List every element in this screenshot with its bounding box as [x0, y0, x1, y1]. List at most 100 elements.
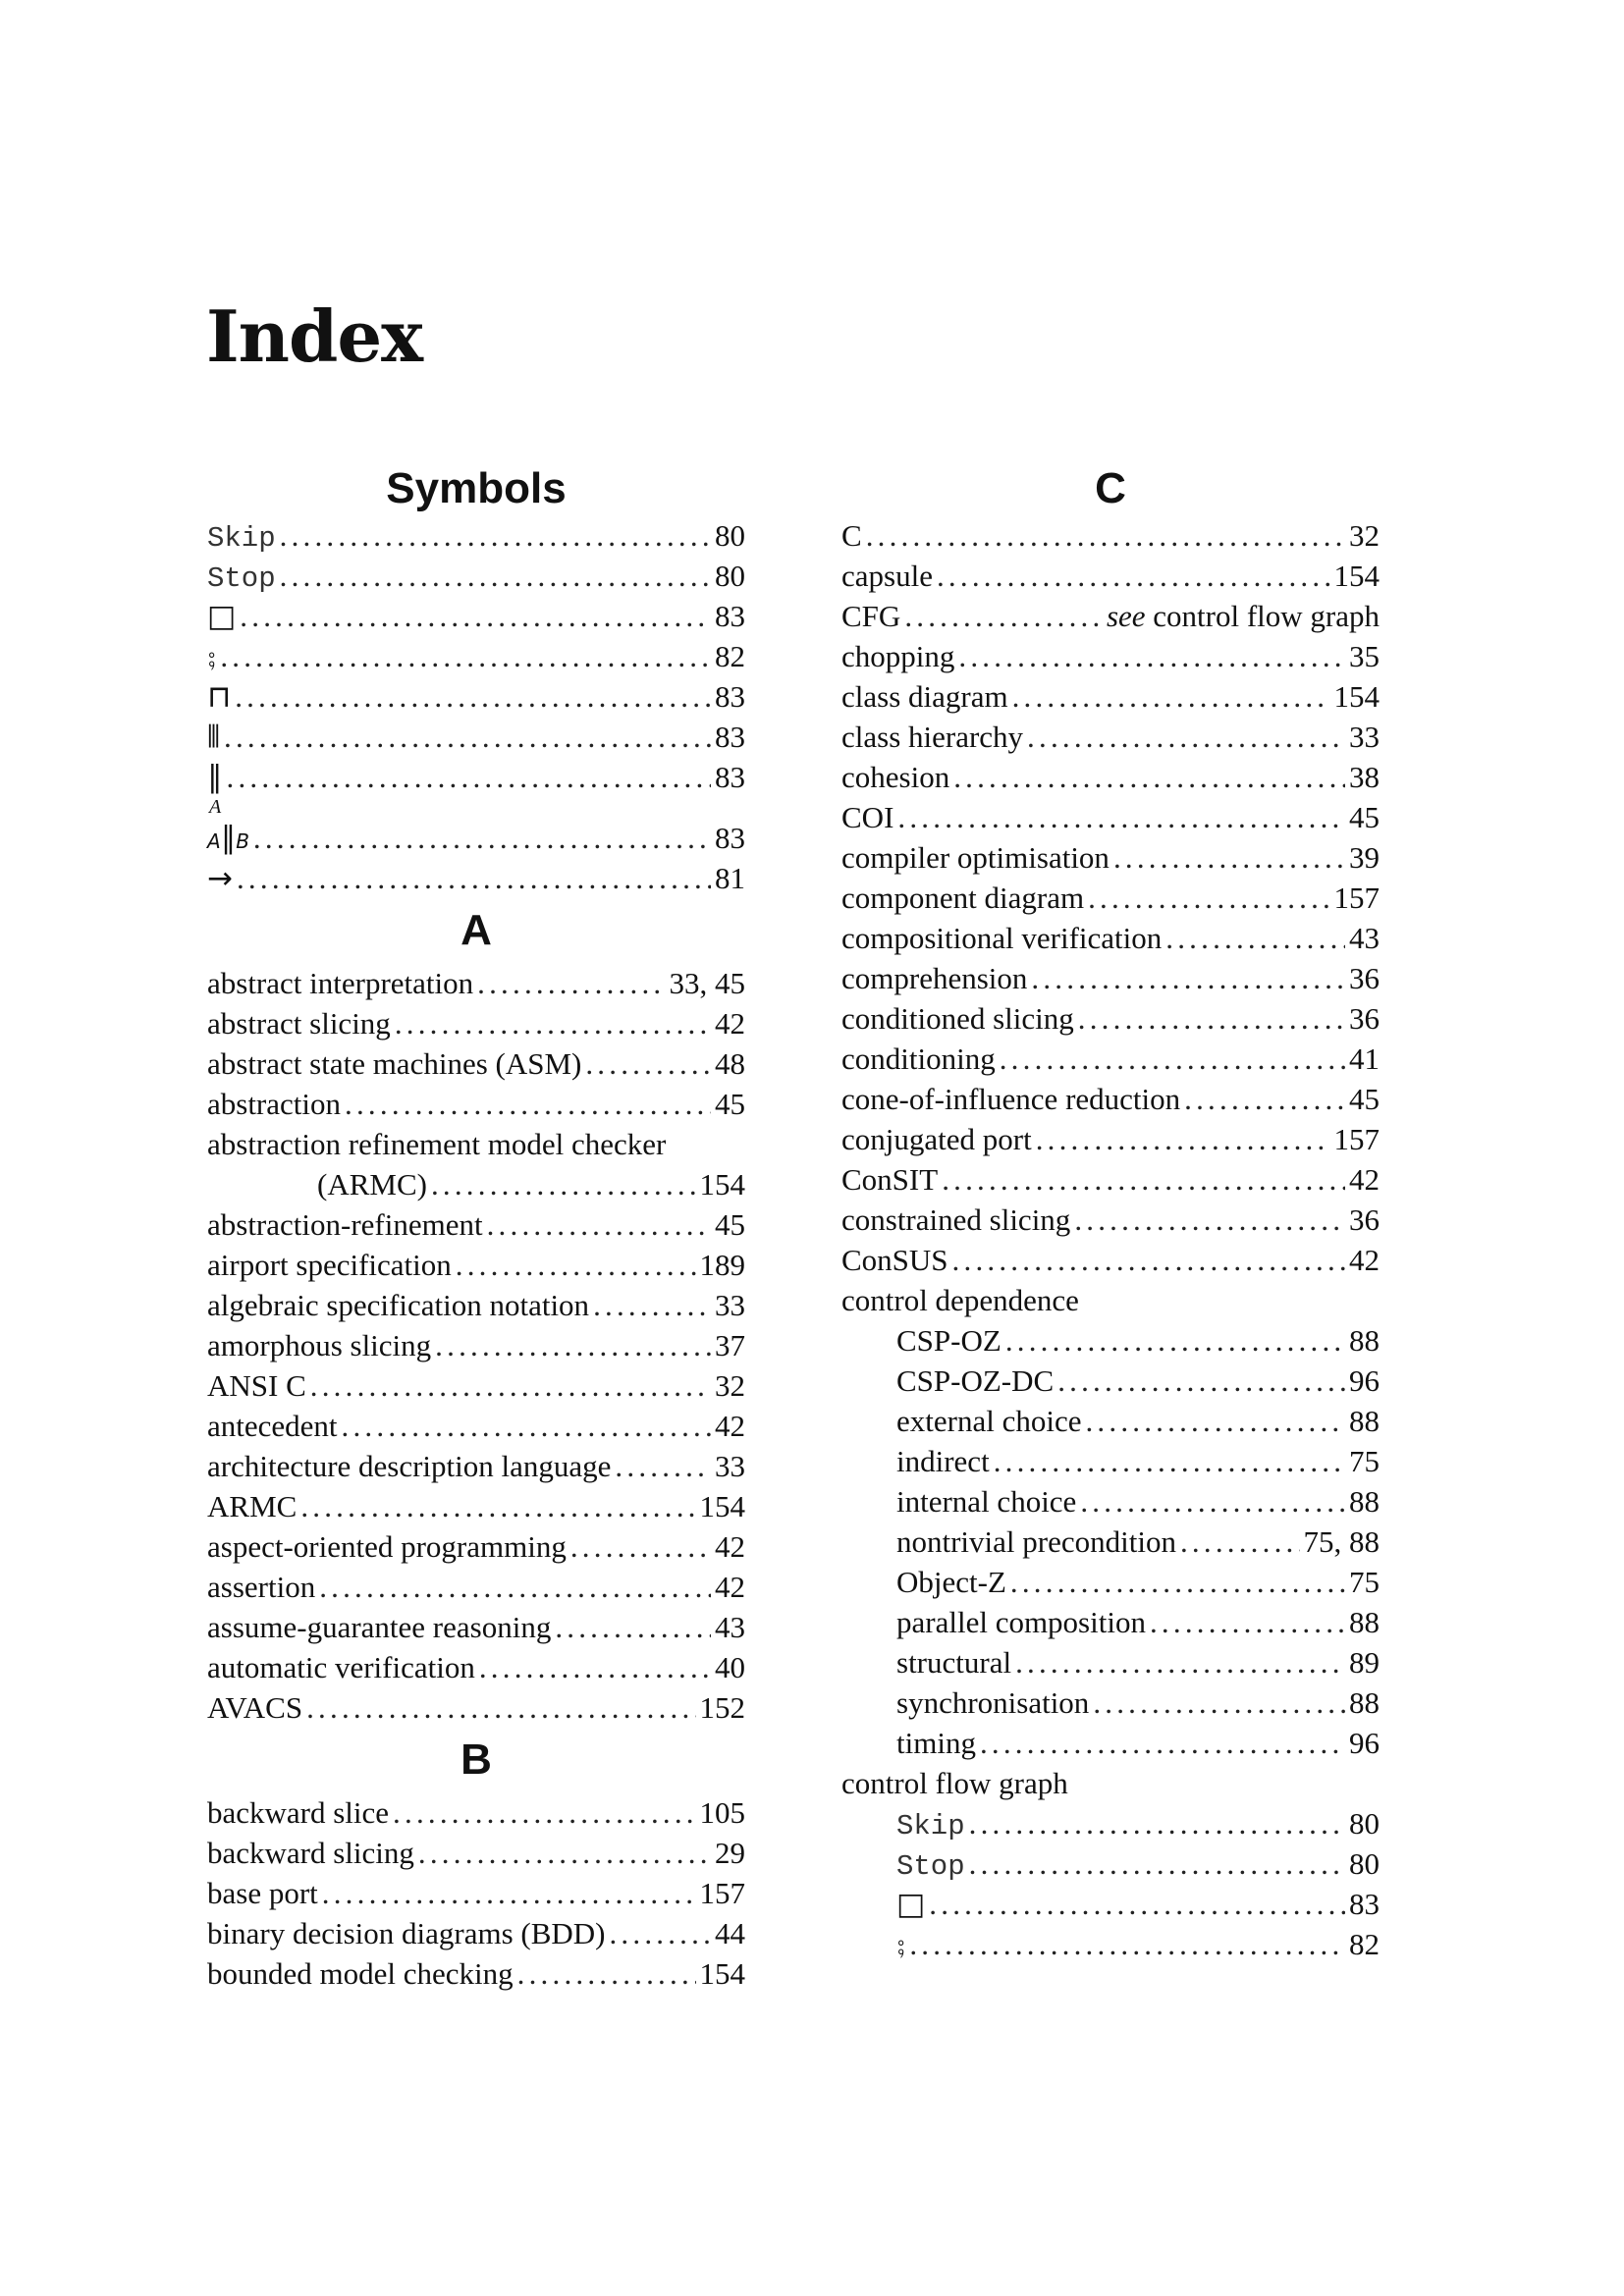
index-entry-skip: Skip 80: [207, 515, 745, 556]
dot-leader: [1027, 717, 1345, 757]
index-entry-constrained-slicing: constrained slicing 36: [841, 1200, 1380, 1240]
index-entry-object-z: Object-Z 75: [841, 1562, 1380, 1602]
section-heading: A: [460, 906, 492, 954]
dot-leader: [456, 1245, 696, 1285]
entry-term: conditioning: [841, 1041, 996, 1076]
entry-term: constrained slicing: [841, 1202, 1071, 1237]
entry-page: 152: [699, 1690, 746, 1725]
entry-page: 43: [1349, 921, 1380, 955]
entry-term: algebraic specification notation: [207, 1288, 590, 1322]
dot-leader: [342, 1406, 711, 1446]
entry-term-parallel-ab: A∥B: [207, 819, 249, 861]
entry-page: 80: [715, 559, 745, 593]
index-entry-external-choice: external choice 88: [841, 1401, 1380, 1441]
dot-leader: [1078, 998, 1345, 1039]
entry-term: →: [207, 861, 233, 896]
entry-page: 154: [699, 1489, 746, 1523]
entry-page: 44: [715, 1916, 745, 1950]
entry-term: conditioned slicing: [841, 1001, 1074, 1036]
entry-term: compositional verification: [841, 921, 1163, 955]
entry-term: abstract interpretation: [207, 966, 474, 1000]
entry-page: 154: [699, 1167, 746, 1201]
entry-term: abstraction refinement model checker: [207, 1127, 667, 1161]
entry-term: base port: [207, 1876, 318, 1910]
entry-page: 38: [1349, 760, 1380, 794]
index-entry-abstraction: abstraction 45: [207, 1084, 745, 1124]
entry-page: 36: [1349, 961, 1380, 995]
entry-page: 83: [715, 760, 745, 794]
entry-page: 48: [715, 1046, 745, 1081]
entry-page: 189: [699, 1248, 746, 1282]
entry-term: architecture description language: [207, 1449, 612, 1483]
dot-leader: [345, 1084, 711, 1124]
entry-term: Object-Z: [896, 1565, 1006, 1599]
entry-term: airport specification: [207, 1248, 452, 1282]
index-entry-cohesion: cohesion 38: [841, 757, 1380, 797]
entry-page: 154: [1333, 559, 1380, 593]
entry-page: 33, 45: [669, 966, 746, 1000]
entry-page: 81: [715, 861, 745, 895]
entry-term: timing: [896, 1726, 976, 1760]
entry-term: backward slice: [207, 1795, 390, 1830]
dot-leader: [929, 1884, 1345, 1924]
dot-leader: [1165, 918, 1345, 958]
entry-page: 83: [715, 679, 745, 714]
index-entry-symbol: ⨟ 82: [841, 1924, 1380, 1964]
index-entry-symbol: ⨟ 82: [207, 636, 745, 676]
dot-leader: [517, 1953, 696, 1994]
index-entry-algebraic-specification-notation: algebraic specification notation 33: [207, 1285, 745, 1325]
index-entry-component-diagram: component diagram 157: [841, 878, 1380, 918]
dot-leader: [431, 1164, 696, 1204]
entry-term: internal choice: [896, 1484, 1077, 1519]
index-entry-timing: timing 96: [841, 1723, 1380, 1763]
entry-page: 36: [1349, 1202, 1380, 1237]
index-entry-binary-decision-diagrams-bdd: binary decision diagrams (BDD) 44: [207, 1913, 745, 1953]
entry-term: ⊓: [207, 679, 232, 715]
entry-term: capsule: [841, 559, 933, 593]
section-heading: B: [460, 1735, 492, 1784]
dot-leader: [235, 676, 711, 717]
index-entry-consus: ConSUS 42: [841, 1240, 1380, 1280]
index-entry-antecedent: antecedent 42: [207, 1406, 745, 1446]
dot-leader: [227, 757, 712, 797]
dot-leader: [994, 1441, 1345, 1481]
entry-page: 37: [715, 1328, 745, 1362]
entry-term: control flow graph: [841, 1766, 1068, 1800]
dot-leader: [1088, 878, 1329, 918]
entry-term: chopping: [841, 639, 955, 673]
dot-leader: [418, 1833, 711, 1873]
entry-term: cone-of-influence reduction: [841, 1082, 1181, 1116]
entry-term: □: [896, 1887, 926, 1922]
dot-leader: [300, 1486, 695, 1526]
entry-page: 45: [715, 1087, 745, 1121]
index-entry-symbol: □ 83: [841, 1884, 1380, 1924]
entry-term: CSP-OZ-DC: [896, 1363, 1055, 1398]
entry-page: 80: [1349, 1846, 1380, 1881]
entry-term: C: [841, 518, 862, 553]
entry-page: 154: [1333, 679, 1380, 714]
dot-leader: [953, 757, 1345, 797]
index-entry-control-dependence: control dependence: [841, 1280, 1380, 1320]
index-entry-avacs: AVACS 152: [207, 1687, 745, 1728]
index-entry-class-hierarchy: class hierarchy 33: [841, 717, 1380, 757]
index-entry-symbol: → 81: [207, 858, 745, 898]
entry-term: class diagram: [841, 679, 1008, 714]
dot-leader: [969, 1843, 1345, 1884]
entry-page: 105: [699, 1795, 746, 1830]
entry-page: 29: [715, 1836, 745, 1870]
dot-leader: [1150, 1602, 1345, 1642]
entry-term: ⫴: [207, 720, 221, 755]
entry-page: 89: [1349, 1645, 1380, 1680]
dot-leader: [980, 1723, 1345, 1763]
entry-term: cohesion: [841, 760, 950, 794]
dot-leader: [220, 636, 711, 676]
entry-page: 33: [1349, 720, 1380, 754]
index-entry-base-port: base port 157: [207, 1873, 745, 1913]
dot-leader: [609, 1913, 711, 1953]
index-entry-conditioned-slicing: conditioned slicing 36: [841, 998, 1380, 1039]
dot-leader: [1180, 1522, 1300, 1562]
entry-page: 41: [1349, 1041, 1380, 1076]
entry-page: 45: [715, 1207, 745, 1242]
index-column-left: SymbolsSkip80Stop80□83⨟82⊓83⫴83∥83AA∥B83…: [207, 466, 745, 1994]
entry-page: 32: [715, 1368, 745, 1403]
